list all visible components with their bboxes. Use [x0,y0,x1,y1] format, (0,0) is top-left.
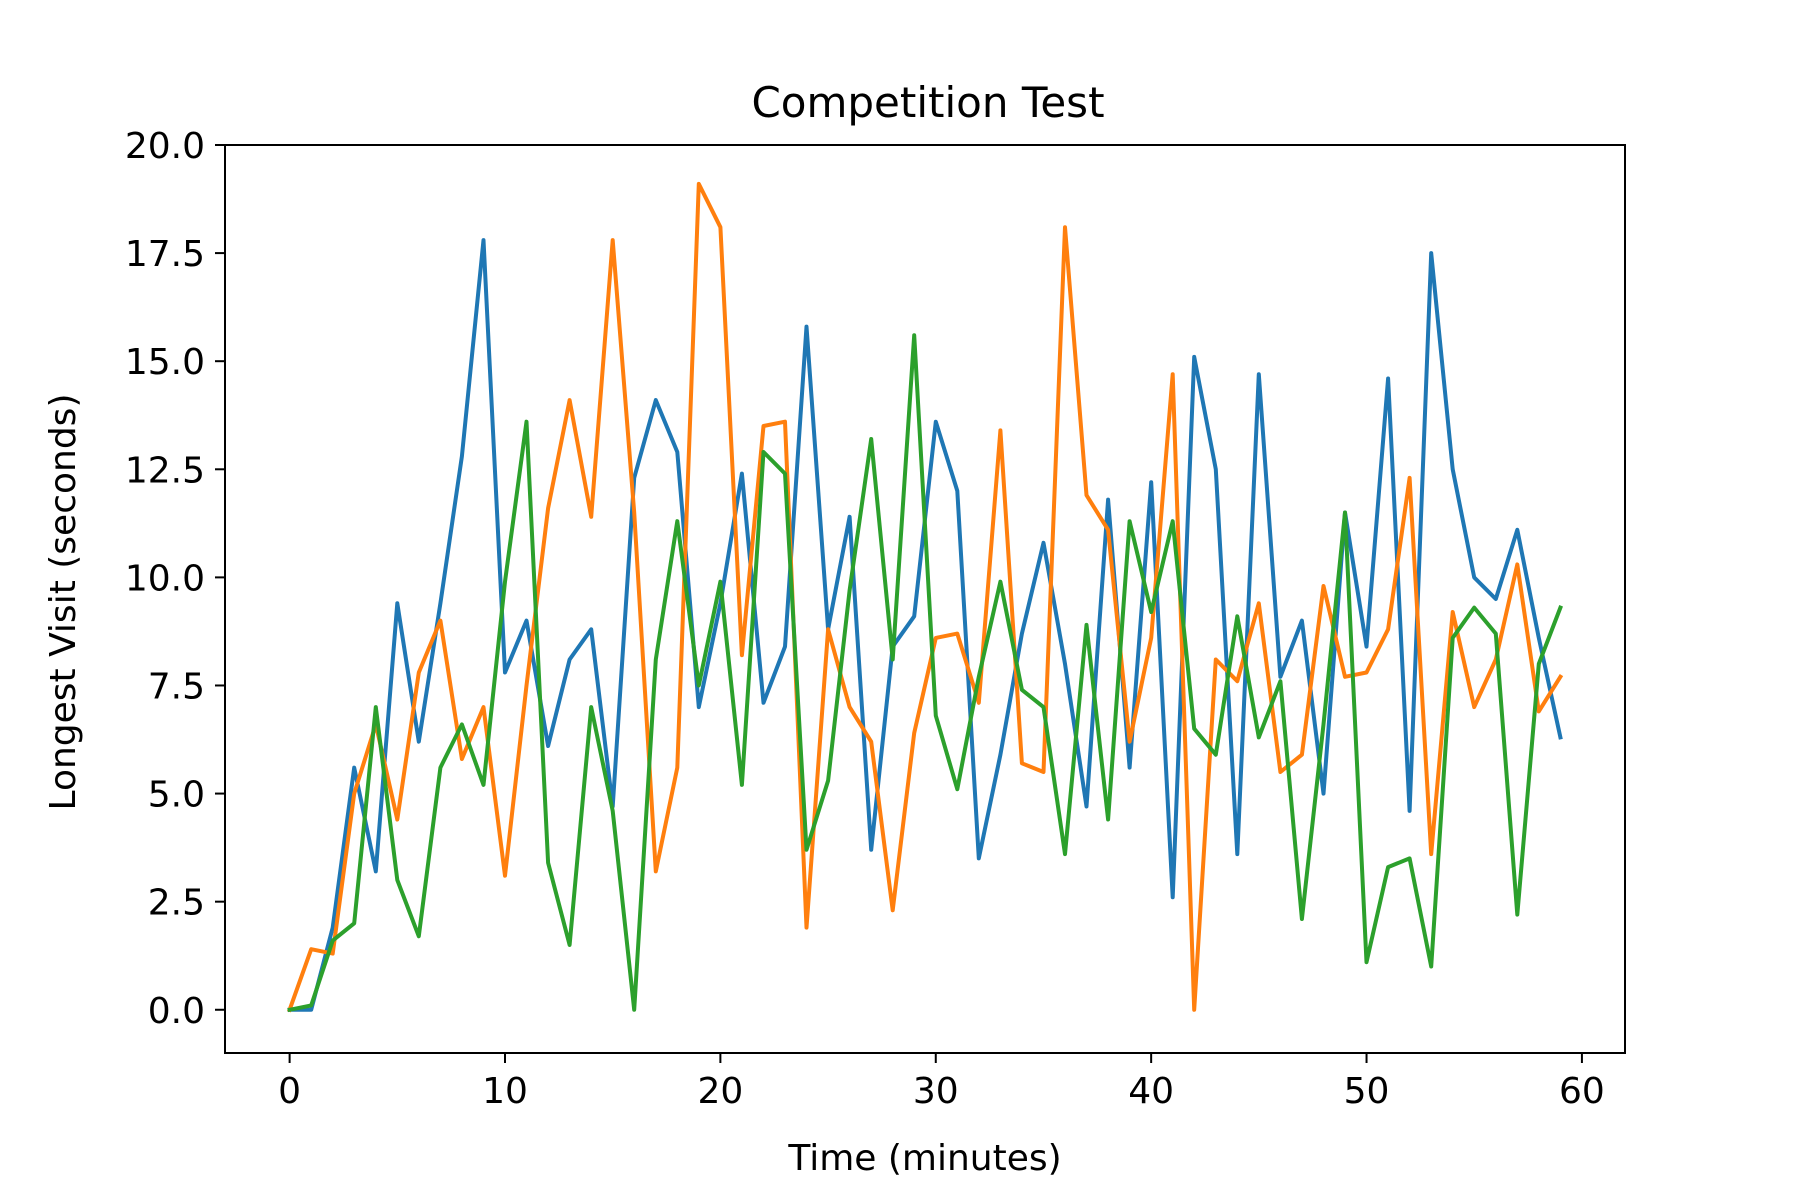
plot-frame [224,144,1626,1054]
y-tick-label: 0.0 [148,991,205,1032]
x-tick-label: 40 [1128,1071,1174,1112]
x-axis: 0 10 20 30 40 50 60 [278,1053,1605,1112]
chart-title: Competition Test [751,78,1104,127]
x-tick-label: 20 [697,1071,743,1112]
y-tick-label: 20.0 [125,126,205,167]
y-tick-label: 12.5 [125,450,205,491]
x-tick-label: 60 [1559,1071,1605,1112]
plot-lines [287,181,1564,1013]
x-axis-label: Time (minutes) [787,1138,1061,1179]
y-tick-label: 15.0 [125,342,205,383]
series-line-3 [287,333,1563,1013]
series-line-1 [287,238,1563,1012]
y-tick-label: 17.5 [125,234,205,275]
y-tick-label: 10.0 [125,558,205,599]
y-axis-label: Longest Visit (seconds) [43,394,84,811]
series-line-2 [287,181,1564,1013]
y-tick-label: 2.5 [148,883,205,924]
y-axis: 0.0 2.5 5.0 7.5 10.0 12.5 15.0 17.5 20.0 [125,126,225,1032]
x-tick-label: 50 [1344,1071,1390,1112]
y-tick-label: 7.5 [148,666,205,707]
x-tick-label: 0 [278,1071,301,1112]
y-tick-label: 5.0 [148,775,205,816]
x-tick-label: 10 [482,1071,528,1112]
x-tick-label: 30 [913,1071,959,1112]
